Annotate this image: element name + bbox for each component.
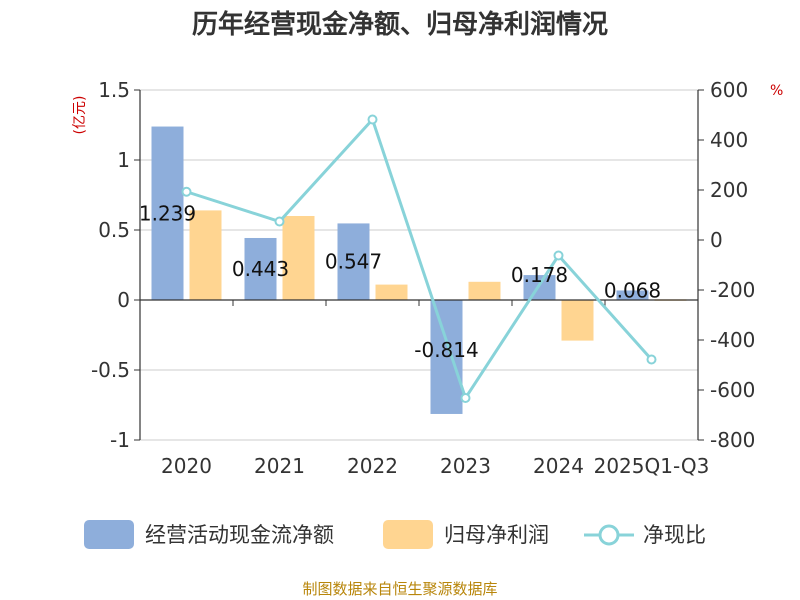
left-axis-unit: (亿元) [72,96,88,135]
bar-cashflow [337,223,370,300]
ratio-line [181,114,657,403]
right-axis-tick-label: -200 [710,278,755,302]
left-axis-tick-label: 0.5 [98,218,130,242]
bar-profit [375,284,408,300]
axes: 1.5 1 0.5 0 -0.5 -1 600 400 200 0 -200 -400 -600 -800… [91,78,755,478]
x-axis-tick-label: 2024 [533,454,584,478]
data-label-cashflow: 0.443 [232,257,289,281]
data-labels: 1.239 0.443 0.547 -0.814 0.178 0.068 [139,201,661,362]
legend-label-ratio: 净现比 [643,523,706,547]
legend-swatch-ratio-marker [598,524,620,546]
legend-label-profit: 归母净利润 [444,523,549,547]
left-axis-tick-label: -0.5 [91,358,130,382]
left-axis-tick-label: 1.5 [98,78,130,102]
ratio-point [274,216,285,227]
bar-profit [468,281,501,300]
bars [151,126,687,414]
right-axis-unit: % [770,83,783,99]
x-axis-tick-label: 2025Q1-Q3 [594,454,710,478]
gridlines [140,89,698,441]
ratio-point [553,250,564,261]
chart-title: 历年经营现金净额、归母净利润情况 [192,9,608,40]
right-axis-tick-label: -400 [710,328,755,352]
bar-profit [282,216,315,300]
x-axis-tick-label: 2022 [347,454,398,478]
ratio-point [460,393,471,403]
legend-label-cashflow: 经营活动现金流净额 [145,523,334,547]
bar-profit [189,210,222,300]
bar-cashflow [151,126,184,300]
legend: 经营活动现金流净额 归母净利润 净现比 [84,520,706,549]
ratio-point [181,186,192,197]
x-axis-tick-label: 2021 [254,454,305,478]
right-axis-tick-label: 400 [710,128,748,152]
ratio-point [646,354,657,365]
data-label-cashflow: 0.547 [325,250,382,274]
bar-cashflow [430,300,463,414]
right-axis-tick-label: 0 [710,228,723,252]
right-axis-tick-label: -600 [710,378,755,402]
bar-profit [561,300,594,341]
legend-swatch-cashflow [84,520,134,549]
data-label-cashflow: 0.178 [511,263,568,287]
ratio-point [367,114,378,125]
left-axis-tick-label: 1 [117,148,130,172]
bar-cashflow [523,275,556,300]
left-axis-tick-label: 0 [117,288,130,312]
right-axis-tick-label: -800 [710,428,755,452]
left-axis-tick-label: -1 [110,428,130,452]
legend-swatch-profit [383,520,433,549]
data-label-cashflow: 1.239 [139,201,196,225]
bar-cashflow [244,237,277,300]
ratio-line-path [186,116,653,402]
right-axis-tick-label: 200 [710,178,748,202]
right-axis-tick-label: 600 [710,78,748,102]
data-label-cashflow: -0.814 [414,338,478,362]
bar-cashflow [616,290,649,300]
x-axis-tick-label: 2023 [440,454,491,478]
x-axis-tick-label: 2020 [161,454,212,478]
data-label-cashflow: 0.068 [604,278,661,302]
source-note: 制图数据来自恒生聚源数据库 [302,580,497,598]
